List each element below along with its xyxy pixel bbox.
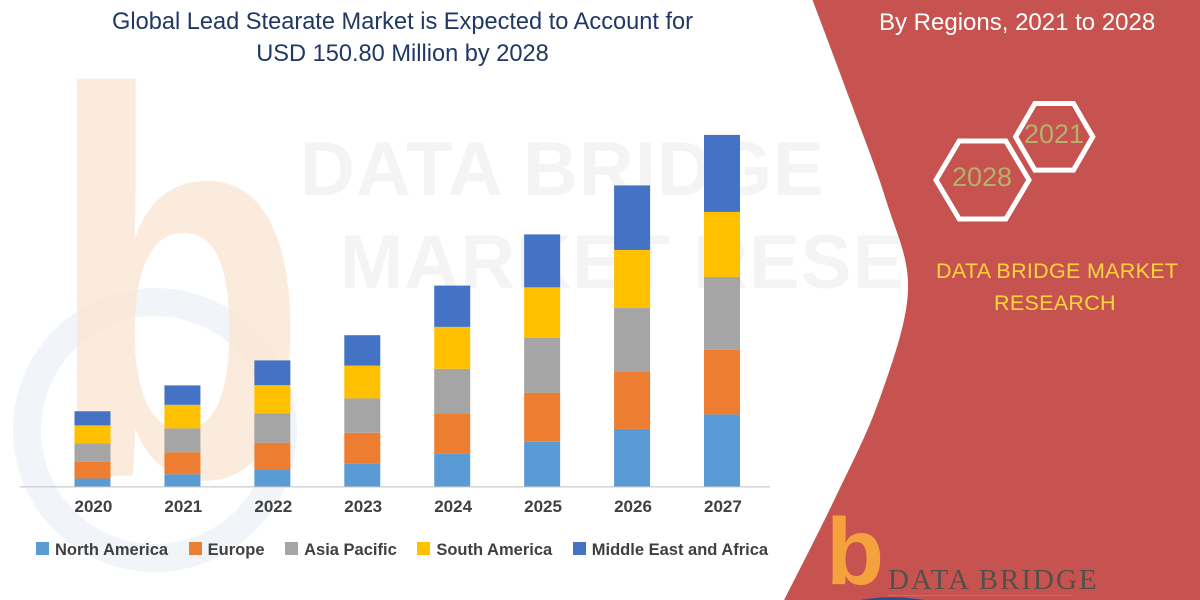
svg-text:2028: 2028 <box>952 162 1012 192</box>
svg-text:2021: 2021 <box>1024 119 1084 149</box>
